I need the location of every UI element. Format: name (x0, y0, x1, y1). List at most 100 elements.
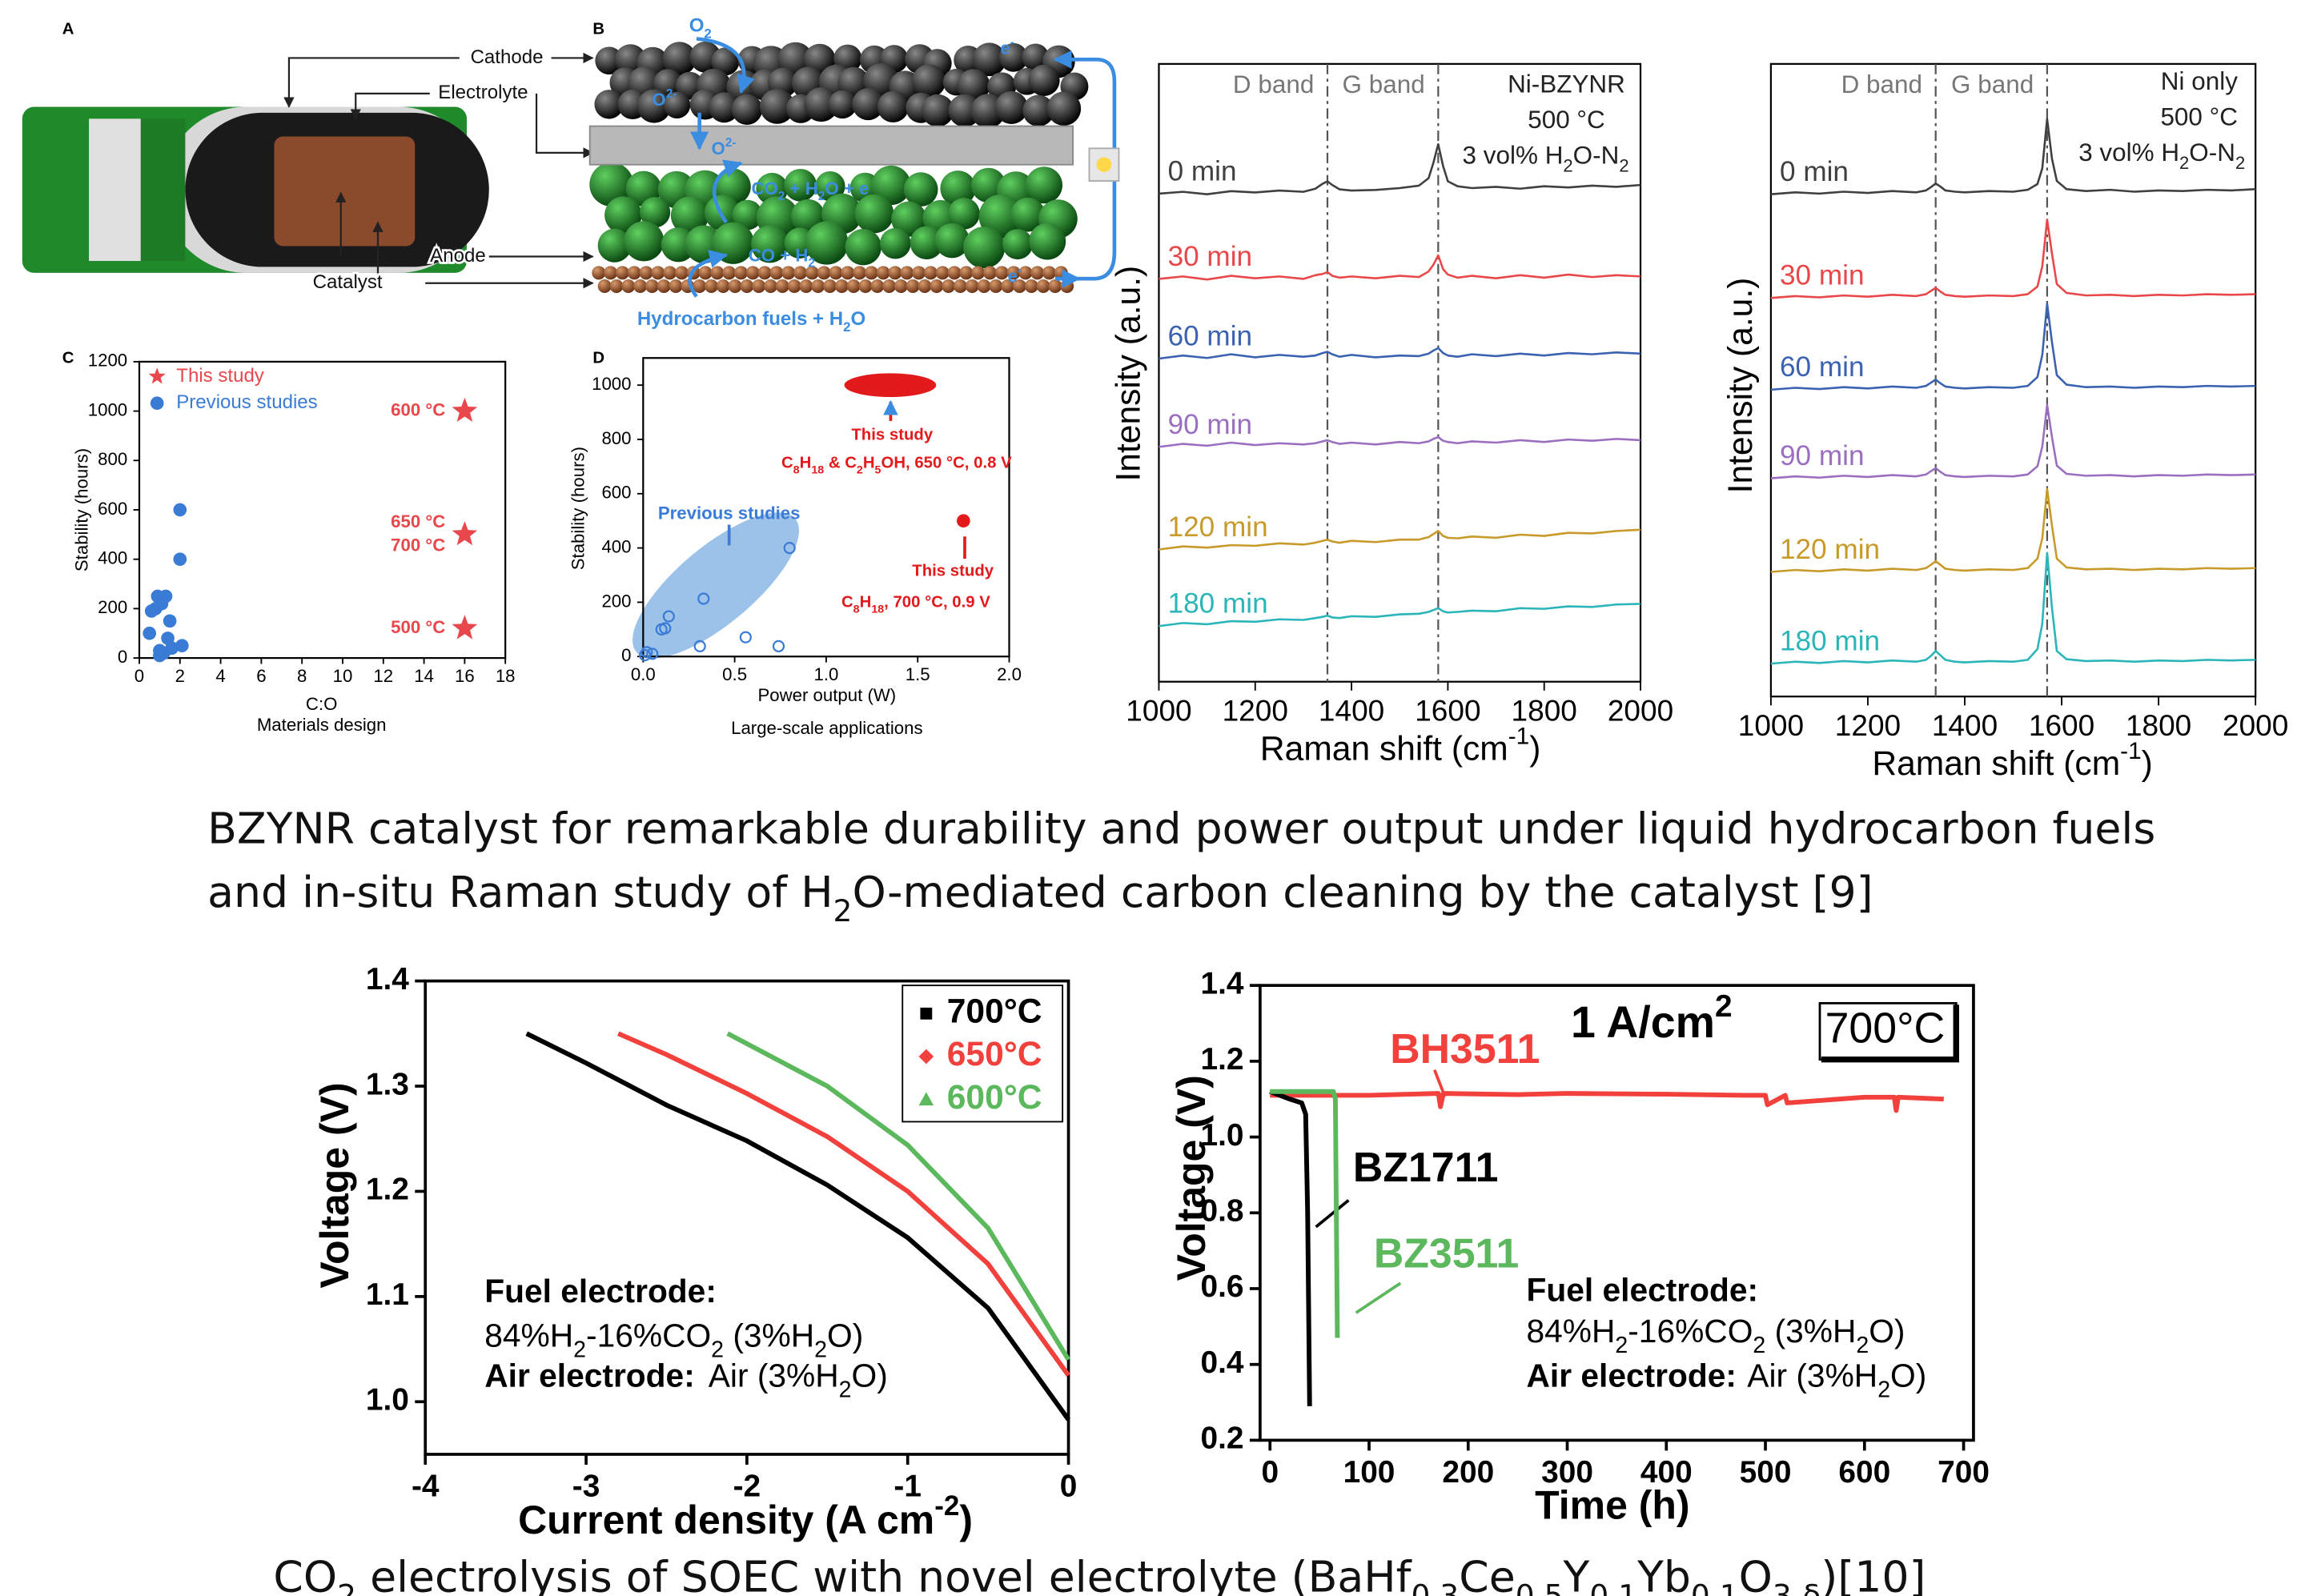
x-tick-label: 6 (256, 666, 266, 686)
chart: -4 -3 -2 -1 0 1.0 1.1 1.2 1.3 1.4 Current density … (312, 962, 1077, 1542)
cathode-particle (972, 42, 1006, 77)
catalyst-particle (645, 279, 659, 294)
text-run: 3 vol% H (2078, 138, 2179, 166)
x-tick-label: 0 (1261, 1455, 1279, 1490)
text-run: Previous studies (658, 503, 801, 523)
x-tick-label: 300 (1541, 1455, 1593, 1490)
anode-particle (732, 199, 763, 231)
caption: CO2 electrolysis of SOEC with novel elec… (273, 1551, 1926, 1596)
subscript: 2 (818, 190, 825, 203)
x-tick-label: 1600 (1415, 693, 1480, 727)
series-line (525, 1031, 1070, 1422)
catalyst-particle (923, 266, 938, 280)
subscript: 2 (778, 190, 785, 203)
text-run: Air electrode: (1526, 1357, 1737, 1393)
x-tick-label: 12 (373, 666, 393, 686)
catalyst-particle (793, 266, 808, 280)
catalyst-particle (1036, 279, 1050, 294)
text-run: ) (2142, 744, 2153, 783)
species-label: O2 (689, 15, 712, 42)
annotation: Ni-BZYNR (1508, 70, 1625, 98)
catalyst-particle (799, 279, 813, 294)
text-run: 1 A/cm (1571, 997, 1715, 1047)
text-run: Fuel electrode: (484, 1273, 717, 1309)
subscript: 0.1 (1589, 1578, 1637, 1596)
x-tick-label: 1000 (1738, 708, 1804, 742)
catalyst-particle (663, 266, 677, 280)
point (175, 639, 189, 652)
pointer (1355, 1281, 1402, 1314)
text-run: O) (827, 1317, 863, 1353)
catalyst-particle (787, 279, 801, 294)
text-run: O + e (825, 178, 869, 198)
star-point (452, 397, 478, 423)
text-run: O (851, 308, 866, 330)
anode-particle (624, 221, 665, 262)
subscript: 2 (839, 1377, 852, 1402)
superscript: -2 (934, 1490, 959, 1522)
anode-particle (1010, 197, 1046, 232)
x-tick-label: 100 (1343, 1455, 1395, 1490)
text-run: -16%CO (586, 1317, 711, 1353)
subscript: 0.3 (1412, 1578, 1460, 1596)
cathode-particle (711, 47, 740, 76)
text-run: Y (1563, 1551, 1590, 1596)
text-run: This study (912, 563, 994, 580)
annotation: Previous studies (658, 503, 801, 523)
series-line (1770, 303, 2256, 391)
subscript: 3-δ (1773, 1578, 1821, 1596)
x-axis-label: C:O (306, 694, 337, 714)
annotation: Fuel electrode: (484, 1273, 717, 1309)
y-tick-label: 0.4 (1200, 1345, 1243, 1380)
text-run: -16%CO (1628, 1313, 1753, 1349)
point (641, 646, 653, 659)
subscript: 2 (711, 1337, 724, 1362)
series-label: 60 min (1168, 320, 1253, 351)
cathode-particle (662, 42, 697, 76)
annotation: 500 °C (2160, 103, 2238, 131)
x-tick-label: 4 (215, 666, 225, 686)
point (150, 396, 164, 411)
text-run: O (1739, 1551, 1773, 1596)
catalyst-particle (977, 279, 991, 294)
text-run: O-N (2189, 138, 2235, 166)
x-tick-label: 1400 (1932, 708, 1998, 742)
y-tick-label: 0 (621, 645, 631, 665)
point (173, 552, 187, 567)
catalyst-particle (805, 266, 819, 280)
x-tick-label: 600 (1838, 1455, 1890, 1490)
cathode-particle (852, 88, 885, 121)
subscript: 2 (814, 1337, 827, 1362)
catalyst-particle (1060, 279, 1074, 294)
catalyst-particle (775, 279, 789, 294)
lamp (1088, 147, 1120, 182)
series-label: 90 min (1780, 440, 1865, 471)
text-run: Ni only (2161, 67, 2238, 95)
catalyst-particle (858, 279, 873, 294)
species-label: CO + H2 (749, 245, 816, 270)
point-label: 650 °C (391, 511, 445, 531)
catalyst-particle (698, 266, 713, 280)
anode-particle (871, 165, 911, 206)
x-axis-label: Raman shift (cm-1) (1260, 724, 1541, 768)
species-label: e- (1000, 35, 1014, 58)
tube-anode (274, 136, 416, 247)
cathode-particle (999, 42, 1028, 72)
subscript: 0.5 (1516, 1578, 1564, 1596)
chart: 1000 1200 1400 1600 1800 2000 Raman shift (cm-… (1721, 62, 2288, 783)
catalyst-particle (633, 279, 648, 294)
annotation: This study (851, 427, 933, 444)
text-run: O-mediated carbon cleaning by the cataly… (852, 867, 1873, 917)
anode-particle (948, 198, 980, 230)
cathode-particle (921, 94, 954, 127)
text-run: H (800, 455, 812, 472)
y-axis-label: Voltage (V) (1169, 1075, 1214, 1281)
catalyst-particle (888, 266, 902, 280)
annotation: 3 vol% H2O-N2 (2078, 138, 2245, 173)
plot-frame (1158, 62, 1642, 683)
series-label: 60 min (1780, 351, 1865, 383)
annotation: This study (912, 563, 994, 580)
catalyst-particle (733, 266, 748, 280)
panel-label: C (62, 350, 74, 367)
y-axis-label: Stability (hours) (72, 448, 92, 571)
